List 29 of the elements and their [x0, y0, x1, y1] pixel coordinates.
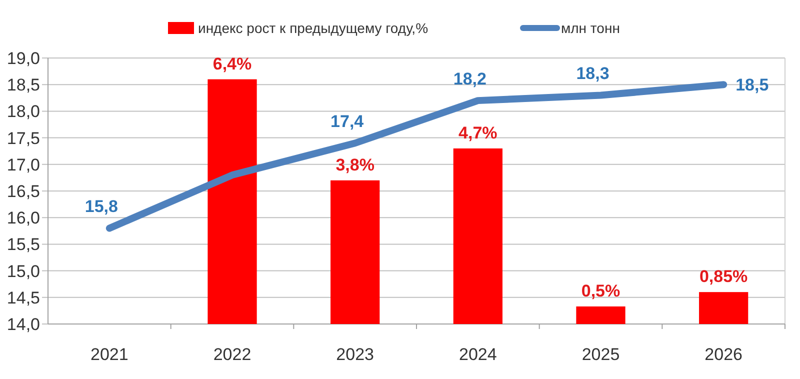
annotation: 3,8% — [336, 155, 374, 174]
data-label: 17,4 — [330, 112, 364, 132]
annotation: 4,7% — [458, 123, 498, 142]
y-tick-label: 14,5 — [6, 288, 40, 308]
y-tick-label: 15,5 — [6, 235, 40, 254]
data-label: 18,5 — [736, 76, 769, 95]
legend-label: млн тонн — [561, 20, 620, 36]
annotation: 0,85% — [699, 267, 748, 286]
x-tick-label: 2021 — [90, 345, 128, 364]
x-tick-label: 2023 — [336, 345, 374, 364]
annotation: 0,5% — [581, 281, 620, 300]
x-tick-label: 2022 — [213, 345, 252, 364]
y-tick-label: 19,0 — [6, 49, 40, 68]
data-label: 18,3 — [576, 64, 610, 84]
y-tick-label: 18,5 — [6, 76, 40, 95]
legend-label: индекс рост к предыдущему году,% — [198, 20, 428, 36]
x-tick-label: 2026 — [704, 345, 742, 364]
x-tick-label: 2025 — [582, 345, 620, 364]
x-tick-label: 2024 — [459, 345, 497, 364]
y-tick-label: 17,0 — [6, 155, 40, 174]
y-tick-label: 14,0 — [6, 315, 40, 334]
annotation: 6,4% — [212, 54, 252, 74]
data-label: 15,8 — [84, 197, 118, 216]
y-tick-label: 17,5 — [6, 128, 40, 148]
y-tick-label: 16,5 — [6, 182, 40, 201]
y-tick-label: 18,0 — [6, 102, 40, 122]
data-label: 18,2 — [453, 70, 486, 89]
y-tick-label: 15,0 — [6, 262, 40, 281]
y-tick-label: 16,0 — [6, 208, 40, 228]
